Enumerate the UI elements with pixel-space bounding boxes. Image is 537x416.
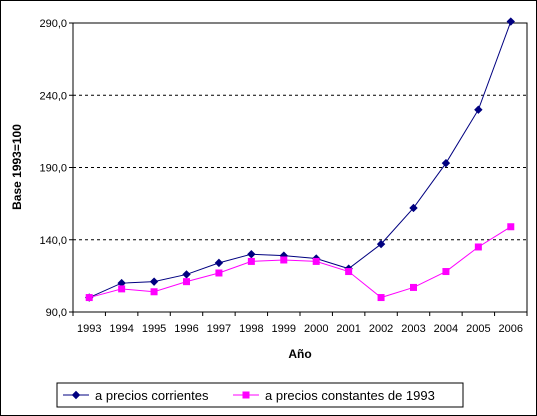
- legend: a precios corrientes a precios constantes…: [63, 388, 435, 403]
- data-point: [118, 285, 126, 293]
- x-tick-label: 1997: [207, 323, 231, 335]
- data-point: [377, 294, 385, 302]
- y-tick-label: 240,0: [39, 90, 67, 102]
- y-tick-label: 290,0: [39, 18, 67, 30]
- data-point: [474, 105, 483, 114]
- data-point: [506, 17, 515, 26]
- legend-box: [56, 382, 464, 408]
- data-point: [85, 294, 93, 302]
- data-point: [312, 257, 320, 265]
- x-tick-label: 1994: [109, 323, 133, 335]
- data-point: [376, 239, 386, 249]
- grid-lines: [69, 22, 527, 313]
- data-point: [410, 283, 417, 291]
- x-tick-label: 2004: [434, 323, 458, 335]
- x-tick-label: 2002: [369, 323, 393, 335]
- data-point: [247, 257, 255, 265]
- legend-marker: [71, 390, 81, 400]
- y-tick-label: 190,0: [39, 163, 67, 175]
- data-point: [345, 268, 353, 276]
- x-tick-label: 1995: [142, 323, 166, 335]
- series-lines: [85, 17, 515, 302]
- data-point: [280, 256, 288, 264]
- legend-marker: [242, 391, 250, 399]
- x-tick-label: 1993: [77, 323, 101, 335]
- x-tick-label: 1996: [174, 323, 198, 335]
- x-tick-labels: 1993 1994 1995 1996 1997 1998 1999 2000 2001 2002…: [72, 312, 528, 335]
- y-tick-labels: 90,0 140,0 190,0 240,0 290,0: [39, 18, 67, 319]
- data-point: [149, 277, 159, 286]
- y-tick-label: 90,0: [46, 307, 67, 319]
- data-point: [150, 288, 158, 296]
- series-line-1: [89, 21, 512, 299]
- x-tick-label: 2003: [401, 323, 425, 335]
- data-point: [409, 203, 418, 213]
- data-point: [182, 270, 191, 279]
- data-point: [507, 223, 515, 231]
- data-point: [442, 268, 450, 276]
- x-tick-label: 2000: [304, 323, 328, 335]
- data-point: [474, 243, 482, 251]
- y-axis-title: Base 1993=100: [10, 124, 24, 210]
- data-point: [215, 269, 223, 277]
- data-point: [247, 249, 256, 259]
- x-tick-label: 2006: [499, 323, 523, 335]
- x-axis-title: Año: [288, 347, 311, 361]
- series-line-2: [89, 226, 512, 299]
- x-tick-label: 1998: [239, 323, 263, 335]
- data-point: [183, 278, 190, 286]
- data-point: [214, 258, 224, 268]
- x-tick-label: 2005: [466, 323, 490, 335]
- legend-label: a precios corrientes: [95, 388, 209, 403]
- data-point: [441, 158, 451, 168]
- legend-label: a precios constantes de 1993: [265, 388, 435, 403]
- x-tick-label: 1999: [272, 323, 296, 335]
- x-tick-label: 2001: [336, 323, 360, 335]
- y-tick-label: 140,0: [39, 235, 67, 247]
